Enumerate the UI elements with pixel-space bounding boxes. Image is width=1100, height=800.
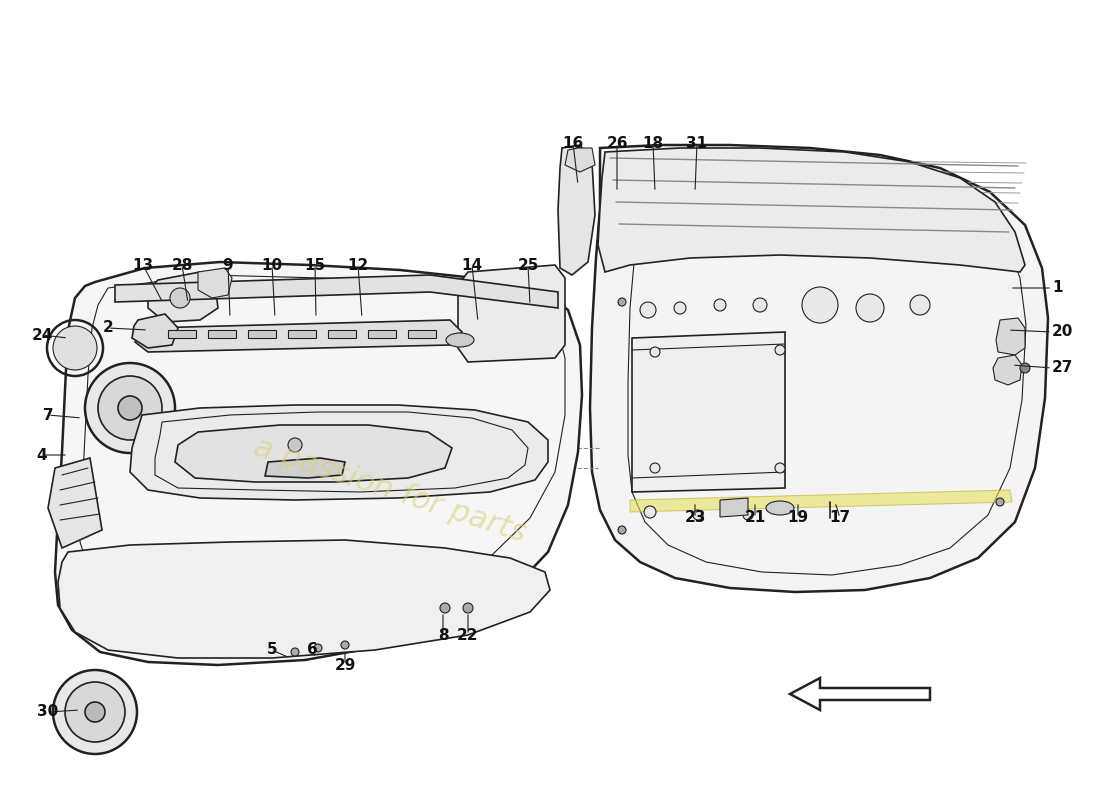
Text: 23: 23 <box>684 510 706 526</box>
Polygon shape <box>116 275 558 308</box>
Text: 7: 7 <box>43 407 53 422</box>
Circle shape <box>440 603 450 613</box>
Bar <box>368 330 396 338</box>
Circle shape <box>693 510 703 520</box>
Circle shape <box>65 682 125 742</box>
Bar <box>288 330 316 338</box>
Circle shape <box>910 295 930 315</box>
Polygon shape <box>458 265 565 362</box>
Text: 20: 20 <box>1052 325 1074 339</box>
Text: 19: 19 <box>788 510 808 526</box>
Circle shape <box>776 463 785 473</box>
Circle shape <box>53 670 138 754</box>
Text: 28: 28 <box>172 258 192 273</box>
Bar <box>328 330 356 338</box>
Circle shape <box>85 363 175 453</box>
Text: 31: 31 <box>686 135 707 150</box>
Circle shape <box>288 438 302 452</box>
Circle shape <box>98 376 162 440</box>
Polygon shape <box>590 145 1048 592</box>
Text: 12: 12 <box>348 258 369 273</box>
Circle shape <box>640 302 656 318</box>
Circle shape <box>714 299 726 311</box>
Circle shape <box>314 644 322 652</box>
Circle shape <box>170 288 190 308</box>
Polygon shape <box>198 268 232 298</box>
Circle shape <box>650 463 660 473</box>
Text: 30: 30 <box>37 705 58 719</box>
Text: 17: 17 <box>829 510 850 526</box>
Circle shape <box>802 287 838 323</box>
Text: a passion for parts: a passion for parts <box>250 432 530 548</box>
Text: 26: 26 <box>606 135 628 150</box>
Circle shape <box>341 641 349 649</box>
Text: 15: 15 <box>305 258 326 273</box>
Circle shape <box>1020 363 1030 373</box>
Bar <box>208 330 236 338</box>
Polygon shape <box>993 355 1022 385</box>
Polygon shape <box>175 425 452 482</box>
Polygon shape <box>996 318 1025 355</box>
Bar <box>408 330 436 338</box>
Text: 5: 5 <box>266 642 277 658</box>
Bar <box>248 330 276 338</box>
Text: 25: 25 <box>517 258 539 273</box>
Circle shape <box>650 347 660 357</box>
Polygon shape <box>632 332 785 492</box>
Polygon shape <box>265 458 345 478</box>
Polygon shape <box>720 498 748 517</box>
Text: 16: 16 <box>562 135 584 150</box>
Text: 14: 14 <box>461 258 483 273</box>
Circle shape <box>618 298 626 306</box>
Circle shape <box>856 294 884 322</box>
Text: 8: 8 <box>438 627 449 642</box>
Text: 29: 29 <box>334 658 355 673</box>
Text: 6: 6 <box>307 642 318 658</box>
Circle shape <box>644 506 656 518</box>
Circle shape <box>776 345 785 355</box>
Text: 21: 21 <box>745 510 766 526</box>
Circle shape <box>996 498 1004 506</box>
Polygon shape <box>130 405 548 500</box>
Circle shape <box>742 510 754 520</box>
Text: 9: 9 <box>222 258 233 273</box>
Polygon shape <box>48 458 102 548</box>
Polygon shape <box>135 320 462 352</box>
Polygon shape <box>132 314 178 348</box>
Polygon shape <box>565 148 595 172</box>
Circle shape <box>618 526 626 534</box>
Circle shape <box>292 648 299 656</box>
Text: 24: 24 <box>31 327 53 342</box>
Text: 2: 2 <box>102 321 113 335</box>
Polygon shape <box>558 145 595 275</box>
Text: 10: 10 <box>262 258 283 273</box>
Text: 18: 18 <box>642 135 663 150</box>
Text: 22: 22 <box>458 627 478 642</box>
Circle shape <box>53 326 97 370</box>
Text: 27: 27 <box>1052 361 1074 375</box>
Circle shape <box>85 702 104 722</box>
Circle shape <box>118 396 142 420</box>
Text: 4: 4 <box>36 447 47 462</box>
Polygon shape <box>630 490 1012 512</box>
Polygon shape <box>148 272 218 322</box>
Bar <box>168 330 196 338</box>
Polygon shape <box>790 678 930 710</box>
Ellipse shape <box>446 333 474 347</box>
Ellipse shape <box>766 501 794 515</box>
Circle shape <box>674 302 686 314</box>
Circle shape <box>754 298 767 312</box>
Polygon shape <box>58 540 550 658</box>
Text: 1: 1 <box>1052 281 1063 295</box>
Circle shape <box>463 603 473 613</box>
Polygon shape <box>55 262 582 665</box>
Text: 13: 13 <box>132 258 154 273</box>
Polygon shape <box>598 148 1025 272</box>
